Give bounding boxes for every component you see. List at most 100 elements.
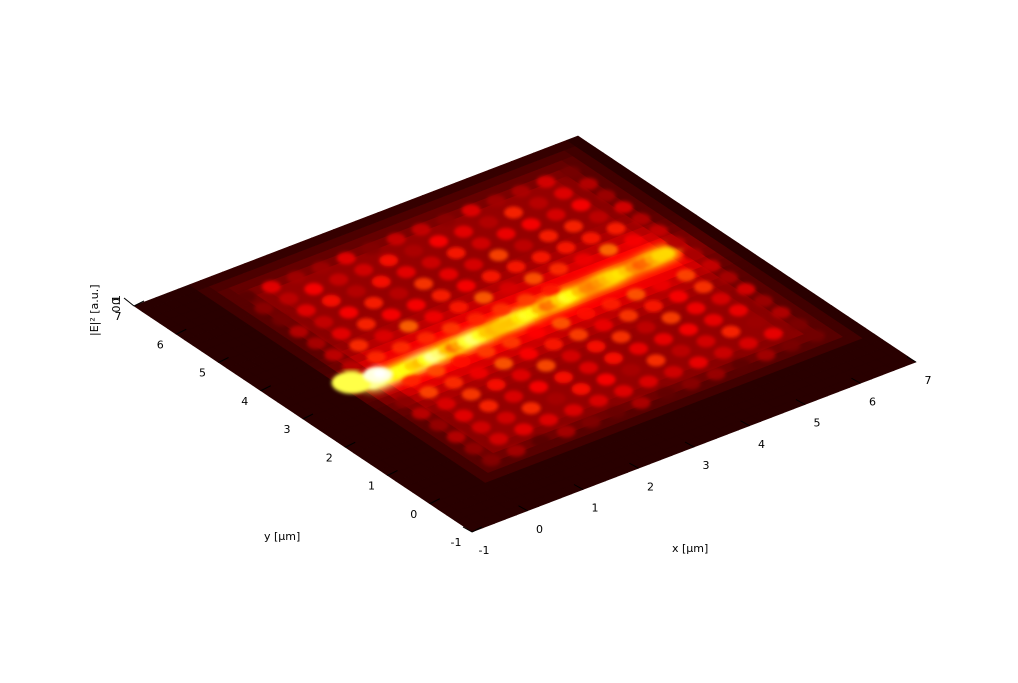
x-tick-mark bbox=[851, 377, 861, 384]
intensity-spot bbox=[411, 223, 431, 236]
intensity-spot bbox=[556, 241, 576, 254]
intensity-spot bbox=[539, 413, 559, 426]
intensity-spot bbox=[451, 355, 471, 368]
y-tick-label: 4 bbox=[241, 395, 248, 408]
intensity-spot bbox=[614, 385, 634, 398]
z-tick-label: 0 bbox=[110, 298, 123, 305]
y-tick-label: 5 bbox=[199, 367, 206, 380]
intensity-spot bbox=[496, 411, 516, 424]
intensity-spot bbox=[564, 404, 584, 417]
intensity-spot bbox=[504, 390, 524, 403]
intensity-spot bbox=[339, 306, 359, 319]
intensity-spot bbox=[449, 301, 469, 314]
y-tick-label: 6 bbox=[157, 338, 164, 351]
intensity-spot bbox=[661, 311, 681, 324]
intensity-spot bbox=[296, 304, 316, 317]
intensity-spot bbox=[426, 364, 446, 377]
x-tick-label: 1 bbox=[592, 502, 599, 515]
x-tick-label: -1 bbox=[479, 544, 490, 557]
y-tick-label: 7 bbox=[115, 310, 122, 323]
intensity-spot bbox=[271, 313, 291, 326]
intensity-spot bbox=[479, 400, 499, 413]
intensity-spot bbox=[354, 263, 374, 276]
x-tick-mark bbox=[629, 462, 639, 469]
intensity-spot bbox=[501, 336, 521, 349]
intensity-spot bbox=[693, 280, 713, 293]
x-tick-label: 4 bbox=[758, 438, 765, 451]
surface-cell bbox=[566, 135, 588, 147]
intensity-spot bbox=[464, 442, 484, 455]
intensity-spot bbox=[306, 337, 326, 350]
intensity-spot bbox=[564, 220, 584, 233]
y-tick-label: 2 bbox=[326, 451, 333, 464]
z-axis-label: |E|² [a.u.] bbox=[88, 284, 101, 336]
intensity-spot bbox=[771, 306, 791, 319]
intensity-spot bbox=[631, 396, 651, 409]
intensity-spot bbox=[703, 313, 723, 326]
intensity-spot bbox=[511, 185, 531, 198]
intensity-spot bbox=[471, 421, 491, 434]
intensity-spot bbox=[324, 348, 344, 361]
intensity-spot bbox=[619, 309, 639, 322]
intensity-spot bbox=[683, 248, 703, 261]
intensity-spot bbox=[429, 419, 449, 432]
intensity-spot bbox=[676, 269, 696, 282]
intensity-spot bbox=[379, 254, 399, 267]
intensity-spot bbox=[623, 234, 643, 247]
intensity-spot bbox=[366, 351, 386, 364]
intensity-spot bbox=[788, 318, 808, 331]
intensity-spot bbox=[666, 236, 686, 249]
intensity-spot bbox=[688, 356, 708, 369]
intensity-spot bbox=[678, 323, 698, 336]
x-tick-mark bbox=[573, 484, 584, 490]
y-tick-mark bbox=[471, 526, 483, 533]
intensity-spot bbox=[738, 337, 758, 350]
y-tick-mark bbox=[387, 470, 398, 476]
x-axis-label: x [µm] bbox=[672, 542, 708, 555]
waveguide-bead bbox=[658, 248, 675, 259]
intensity-spot bbox=[711, 292, 731, 305]
intensity-spot bbox=[554, 371, 574, 384]
y-tick-mark bbox=[218, 357, 229, 363]
x-tick-label: 0 bbox=[536, 523, 543, 536]
intensity-spot bbox=[626, 288, 646, 301]
intensity-spot bbox=[496, 227, 516, 240]
y-tick-label: 3 bbox=[284, 423, 291, 436]
intensity-spot bbox=[511, 369, 531, 382]
intensity-spot bbox=[611, 330, 631, 343]
intensity-spot bbox=[311, 261, 331, 274]
intensity-spot bbox=[331, 327, 351, 340]
intensity-spot bbox=[531, 251, 551, 264]
intensity-spot bbox=[571, 383, 591, 396]
intensity-spot bbox=[499, 282, 519, 295]
intensity-spot bbox=[406, 299, 426, 312]
intensity-spot bbox=[461, 204, 481, 217]
intensity-spot bbox=[381, 308, 401, 321]
intensity-spot bbox=[521, 218, 541, 231]
intensity-spot bbox=[371, 275, 391, 288]
y-tick-label: 1 bbox=[368, 480, 375, 493]
intensity-spot bbox=[261, 280, 281, 293]
intensity-spot bbox=[599, 243, 619, 256]
intensity-spot bbox=[411, 407, 431, 420]
intensity-spot bbox=[581, 232, 601, 245]
intensity-spot bbox=[486, 194, 506, 207]
y-tick-mark bbox=[260, 385, 271, 392]
intensity-spots bbox=[236, 166, 826, 467]
z-axis-line bbox=[123, 297, 135, 307]
y-tick-mark bbox=[345, 441, 356, 448]
intensity-spot bbox=[474, 291, 494, 304]
intensity-spot bbox=[681, 377, 701, 390]
x-tick-mark bbox=[906, 356, 917, 363]
x-tick-mark bbox=[684, 441, 695, 448]
intensity-spot bbox=[446, 246, 466, 259]
intensity-spot bbox=[696, 335, 716, 348]
intensity-spot bbox=[713, 346, 733, 359]
intensity-spot bbox=[544, 338, 564, 351]
intensity-spot bbox=[621, 363, 641, 376]
intensity-spot bbox=[668, 290, 688, 303]
intensity-spot bbox=[721, 325, 741, 338]
intensity-spot bbox=[489, 249, 509, 262]
intensity-spot bbox=[386, 233, 406, 246]
